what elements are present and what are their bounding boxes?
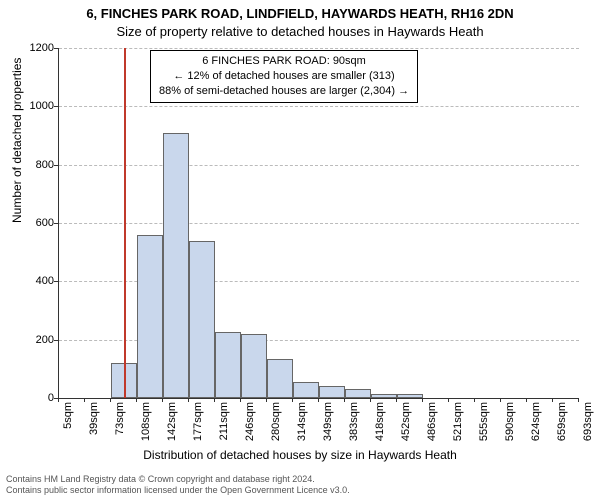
x-tick-mark — [266, 398, 267, 402]
histogram-bar — [345, 389, 371, 398]
y-tick-label: 200 — [14, 334, 54, 346]
x-tick-mark — [474, 398, 475, 402]
x-tick-label: 349sqm — [322, 402, 334, 441]
chart-title-main: 6, FINCHES PARK ROAD, LINDFIELD, HAYWARD… — [0, 6, 600, 21]
chart-title-sub: Size of property relative to detached ho… — [0, 24, 600, 39]
x-tick-mark — [370, 398, 371, 402]
x-tick-mark — [188, 398, 189, 402]
y-tick-mark — [54, 106, 58, 107]
x-tick-label: 659sqm — [556, 402, 568, 441]
chart-container: 6, FINCHES PARK ROAD, LINDFIELD, HAYWARD… — [0, 0, 600, 500]
info-line-3: 88% of semi-detached houses are larger (… — [159, 84, 409, 99]
gridline — [59, 223, 579, 224]
footer-line-2: Contains public sector information licen… — [6, 485, 350, 496]
y-tick-mark — [54, 165, 58, 166]
x-tick-label: 280sqm — [270, 402, 282, 441]
footer-attribution: Contains HM Land Registry data © Crown c… — [6, 474, 350, 496]
gridline — [59, 106, 579, 107]
y-tick-mark — [54, 340, 58, 341]
x-tick-mark — [136, 398, 137, 402]
x-tick-label: 624sqm — [530, 402, 542, 441]
histogram-bar — [241, 334, 267, 398]
y-tick-mark — [54, 223, 58, 224]
x-tick-label: 108sqm — [140, 402, 152, 441]
x-tick-label: 246sqm — [244, 402, 256, 441]
histogram-bar — [137, 235, 163, 398]
x-tick-mark — [552, 398, 553, 402]
x-tick-mark — [58, 398, 59, 402]
histogram-bar — [371, 394, 397, 398]
x-tick-label: 555sqm — [478, 402, 490, 441]
marker-line — [124, 48, 126, 398]
y-axis-label: Number of detached properties — [10, 58, 24, 223]
x-tick-label: 693sqm — [582, 402, 594, 441]
x-tick-label: 383sqm — [348, 402, 360, 441]
x-tick-label: 5sqm — [62, 402, 74, 429]
histogram-bar — [293, 382, 319, 398]
x-tick-label: 452sqm — [400, 402, 412, 441]
histogram-bar — [397, 394, 423, 398]
gridline — [59, 165, 579, 166]
x-tick-label: 73sqm — [114, 402, 126, 435]
y-tick-label: 1000 — [14, 100, 54, 112]
x-tick-label: 177sqm — [192, 402, 204, 441]
x-tick-mark — [578, 398, 579, 402]
y-tick-label: 400 — [14, 275, 54, 287]
x-tick-label: 590sqm — [504, 402, 516, 441]
x-tick-mark — [240, 398, 241, 402]
y-tick-label: 800 — [14, 159, 54, 171]
info-line-2: ← 12% of detached houses are smaller (31… — [159, 69, 409, 84]
histogram-bar — [267, 359, 293, 398]
footer-line-1: Contains HM Land Registry data © Crown c… — [6, 474, 350, 485]
x-tick-mark — [422, 398, 423, 402]
x-tick-mark — [526, 398, 527, 402]
info-box: 6 FINCHES PARK ROAD: 90sqm ← 12% of deta… — [150, 50, 418, 103]
x-tick-mark — [396, 398, 397, 402]
x-tick-label: 314sqm — [296, 402, 308, 441]
x-tick-mark — [292, 398, 293, 402]
x-tick-mark — [84, 398, 85, 402]
x-tick-label: 521sqm — [452, 402, 464, 441]
x-tick-mark — [500, 398, 501, 402]
x-axis-label: Distribution of detached houses by size … — [0, 448, 600, 462]
x-tick-mark — [110, 398, 111, 402]
histogram-bar — [163, 133, 189, 398]
histogram-bar — [319, 386, 345, 398]
x-tick-label: 142sqm — [166, 402, 178, 441]
info-line-1: 6 FINCHES PARK ROAD: 90sqm — [159, 54, 409, 69]
y-tick-label: 600 — [14, 217, 54, 229]
x-tick-mark — [344, 398, 345, 402]
x-tick-mark — [162, 398, 163, 402]
y-tick-mark — [54, 281, 58, 282]
y-tick-mark — [54, 48, 58, 49]
x-tick-label: 39sqm — [88, 402, 100, 435]
x-tick-mark — [214, 398, 215, 402]
y-tick-label: 0 — [14, 392, 54, 404]
x-tick-mark — [448, 398, 449, 402]
x-tick-mark — [318, 398, 319, 402]
histogram-bar — [189, 241, 215, 399]
histogram-bar — [215, 332, 241, 398]
gridline — [59, 48, 579, 49]
x-tick-label: 211sqm — [218, 402, 230, 440]
y-tick-label: 1200 — [14, 42, 54, 54]
x-tick-label: 418sqm — [374, 402, 386, 441]
x-tick-label: 486sqm — [426, 402, 438, 441]
